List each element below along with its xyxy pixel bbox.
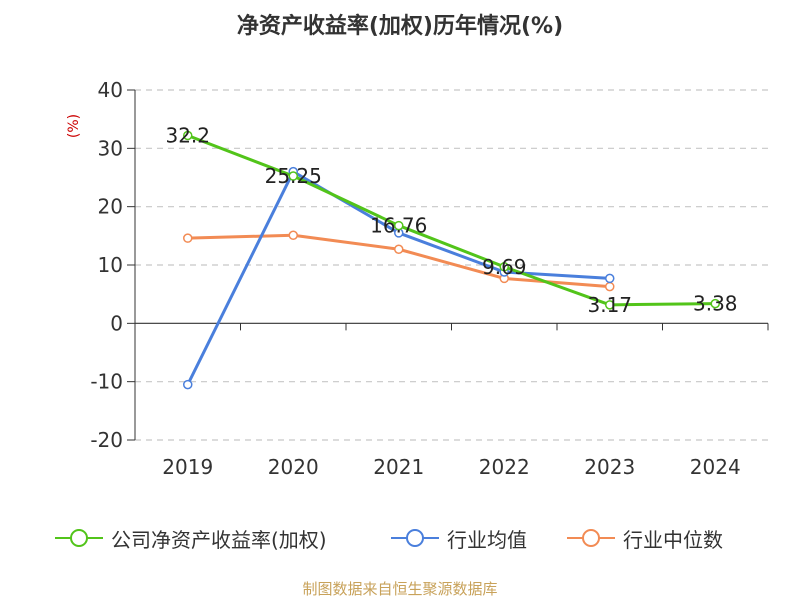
data-labels: 32.2 25.25 16.76 9.69 3.17 3.38 — [165, 124, 737, 317]
data-point — [710, 298, 720, 309]
x-tick-label: 2022 — [479, 455, 530, 479]
y-tick-label: 30 — [98, 136, 123, 160]
data-point — [288, 230, 298, 240]
x-tick-label: 2019 — [162, 455, 213, 479]
series-line-1 — [186, 170, 610, 386]
data-label: 9.69 — [482, 255, 527, 279]
data-point — [499, 262, 509, 272]
legend-item-company[interactable]: 公司净资产收益率(加权) — [55, 520, 327, 556]
data-label: 3.38 — [693, 292, 738, 316]
data-point — [183, 130, 193, 141]
legend: 公司净资产收益率(加权) 行业均值 行业中位数 — [0, 520, 800, 556]
data-point — [394, 244, 404, 254]
legend-item-industry-median[interactable]: 行业中位数 — [567, 520, 723, 556]
y-axis-label: (%) — [66, 114, 82, 138]
x-tick-label: 2020 — [268, 455, 319, 479]
y-tick-label: 40 — [98, 78, 123, 102]
source-note: 制图数据来自恒生聚源数据库 — [302, 580, 498, 598]
data-point — [605, 300, 615, 310]
series-line-0 — [187, 134, 716, 307]
legend-label-company: 公司净资产收益率(加权) — [111, 527, 327, 552]
data-points — [183, 130, 720, 390]
y-tick-label: 20 — [98, 195, 123, 219]
data-label: 16.76 — [370, 214, 427, 238]
legend-marker-company — [55, 529, 103, 547]
legend-label-industry-mean: 行业均值 — [447, 527, 527, 552]
data-point — [394, 220, 404, 231]
y-tick-label: -10 — [90, 370, 123, 394]
axes: 40 30 20 10 0 -10 -20 2019 2020 2021 2022 2023 2024 — [90, 78, 769, 479]
x-tick-label: 2023 — [584, 455, 635, 479]
x-tick-label: 2024 — [690, 455, 741, 479]
series-line-2 — [187, 233, 610, 289]
data-point — [288, 171, 298, 181]
y-tick-label: -20 — [90, 428, 123, 452]
x-tick-label: 2021 — [373, 455, 424, 479]
data-label: 32.2 — [165, 124, 210, 148]
data-point — [183, 233, 193, 243]
data-point — [605, 281, 615, 292]
data-point — [183, 379, 193, 390]
legend-marker-industry-mean — [391, 529, 439, 547]
y-tick-label: 0 — [110, 311, 123, 335]
data-label: 3.17 — [587, 293, 632, 317]
legend-label-industry-median: 行业中位数 — [623, 527, 723, 552]
data-label: 25.25 — [265, 164, 322, 188]
data-point — [605, 273, 615, 284]
chart-title: 净资产收益率(加权)历年情况(%) — [236, 14, 564, 39]
legend-item-industry-mean[interactable]: 行业均值 — [391, 520, 527, 556]
legend-marker-industry-median — [567, 529, 615, 547]
y-tick-label: 10 — [98, 253, 123, 277]
